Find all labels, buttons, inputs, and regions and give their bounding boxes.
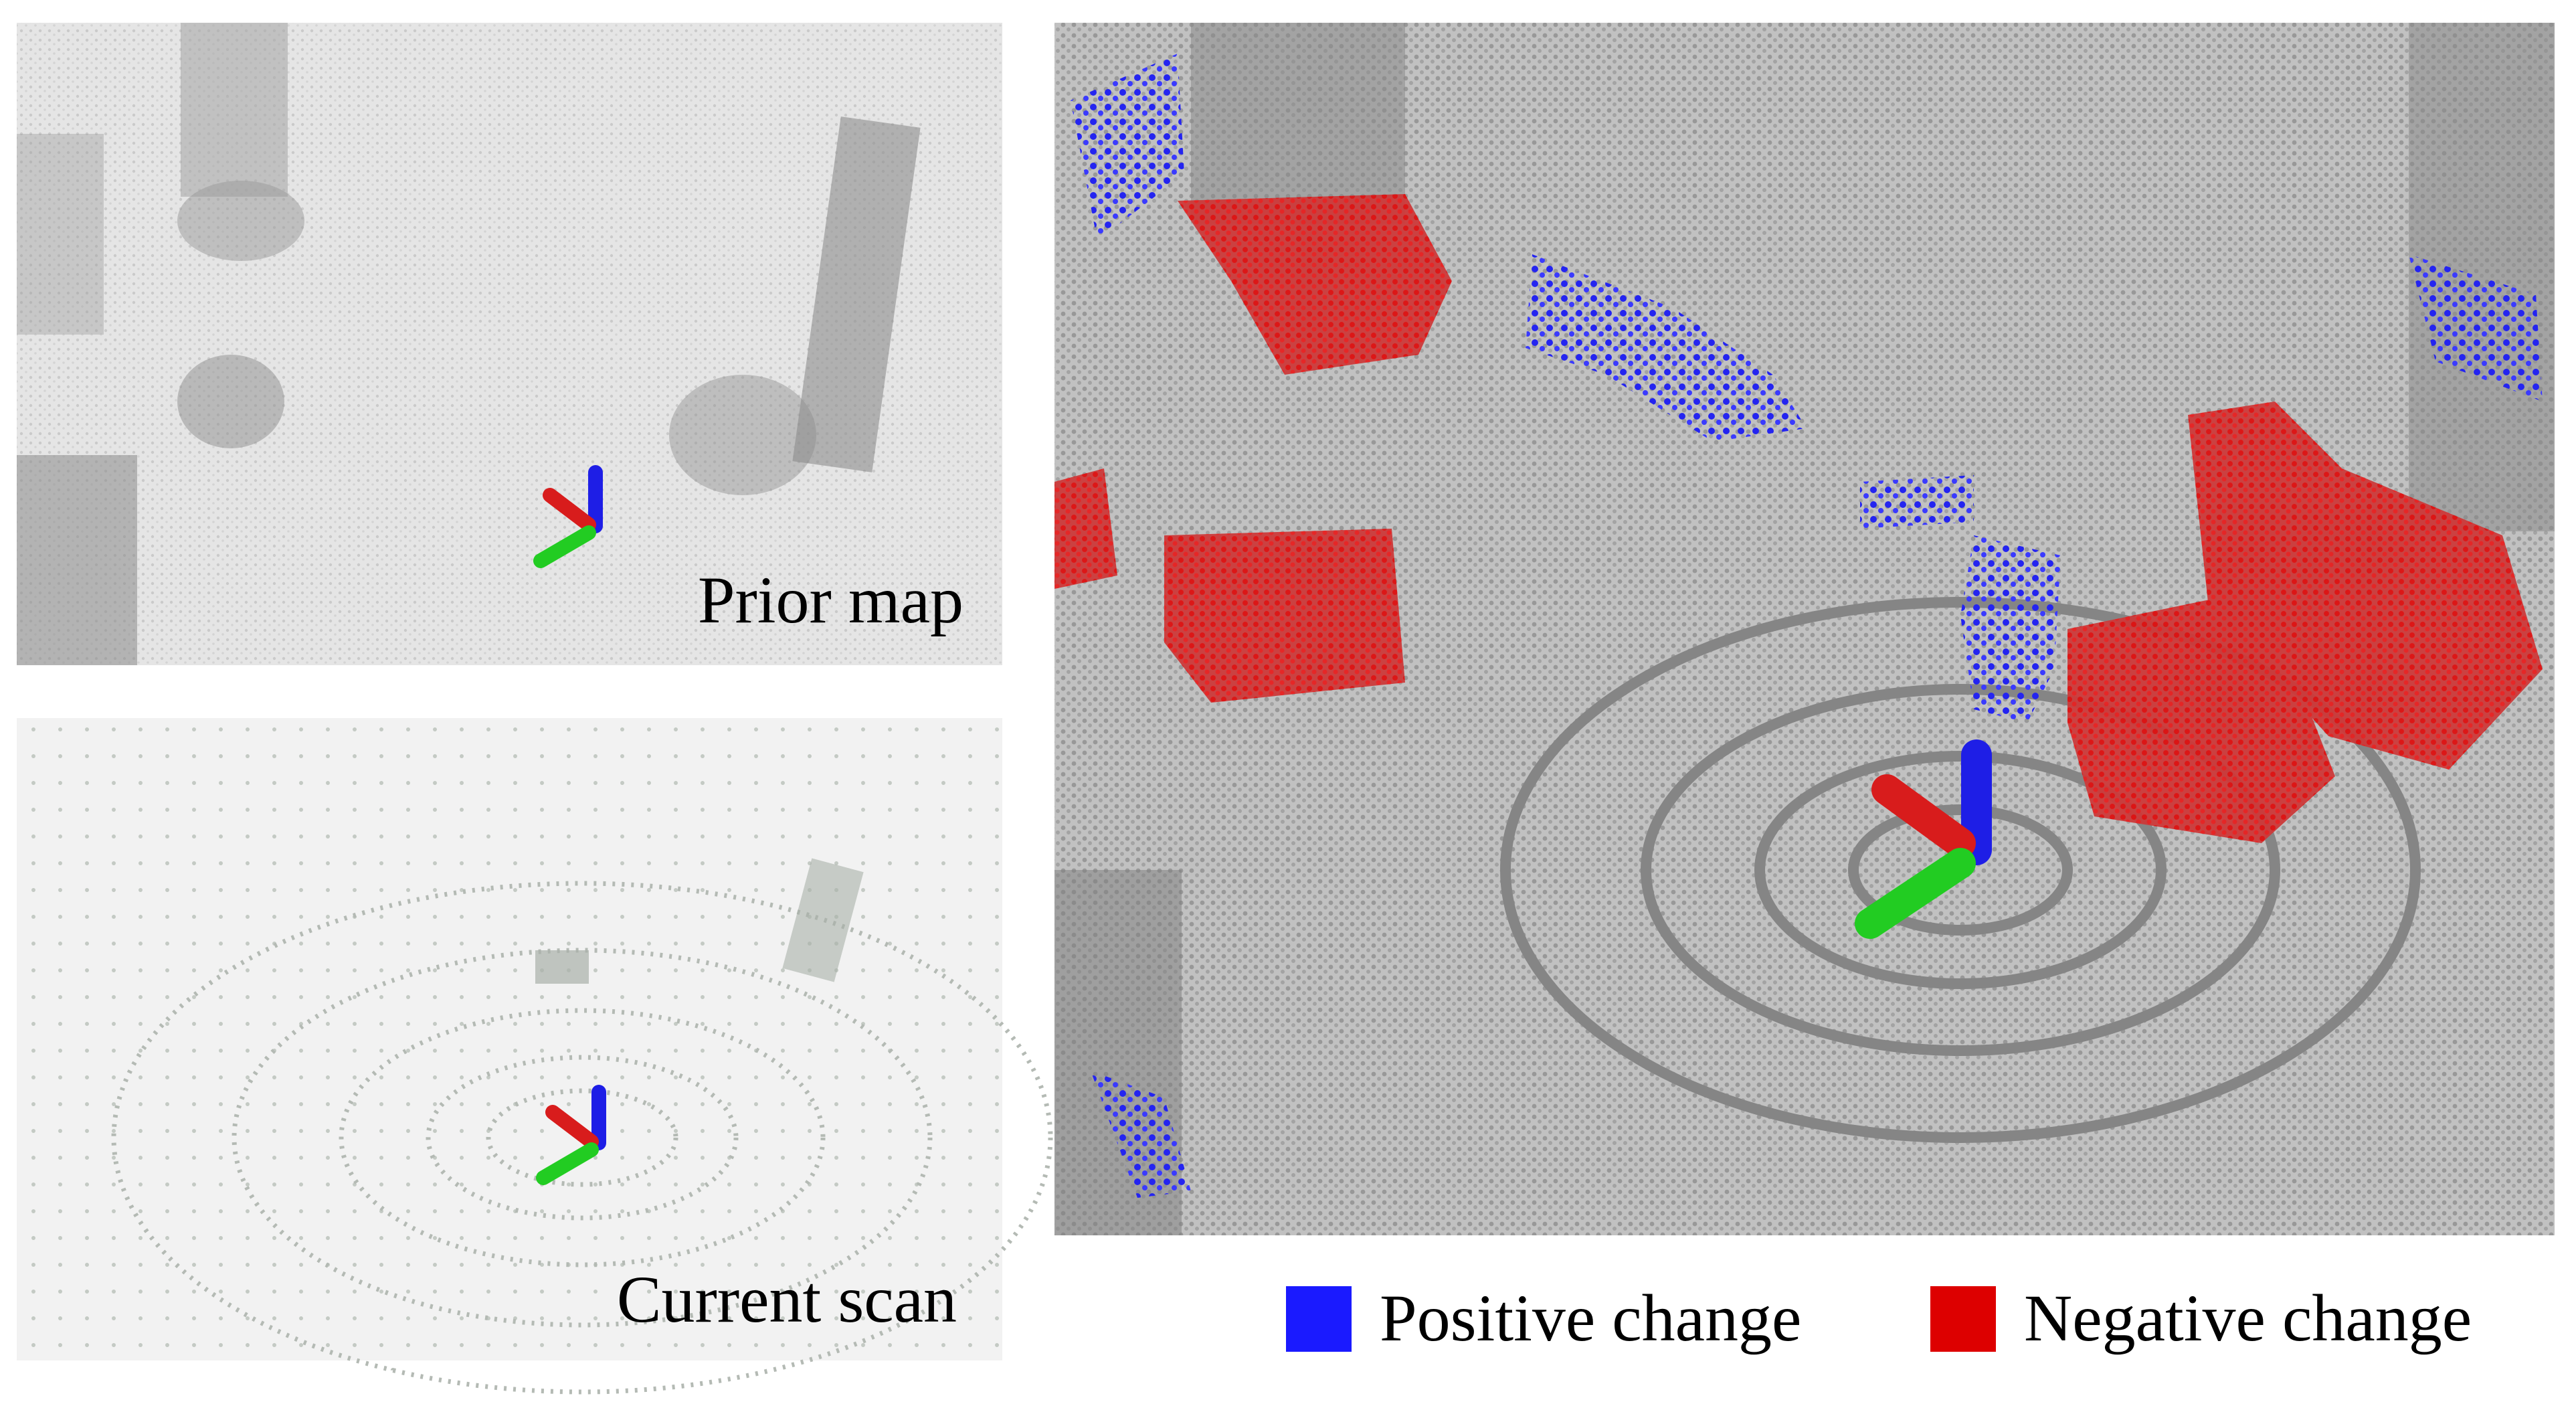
legend-swatch [1286,1286,1352,1352]
prior-map-panel: Prior map [17,23,1002,665]
panel-label: Prior map [698,563,963,637]
positive-change-regions [1071,54,2543,1198]
legend-label: Positive change [1380,1281,1801,1355]
pose-gizmo [533,465,603,568]
pose-gizmo [536,1085,606,1185]
panel-label: Current scan [617,1262,957,1336]
legend-label: Negative change [2024,1281,2472,1355]
scan-rings [111,881,1053,1395]
change-panel [1054,23,2555,1235]
negative-change-regions [1054,194,2543,843]
current-scan-panel: Current scan [17,718,1053,1395]
legend-swatch [1930,1286,1996,1352]
pose-gizmo [1855,739,1992,939]
legend: Positive change Negative change [1286,1281,2472,1355]
scan-rings [1500,597,2421,1143]
